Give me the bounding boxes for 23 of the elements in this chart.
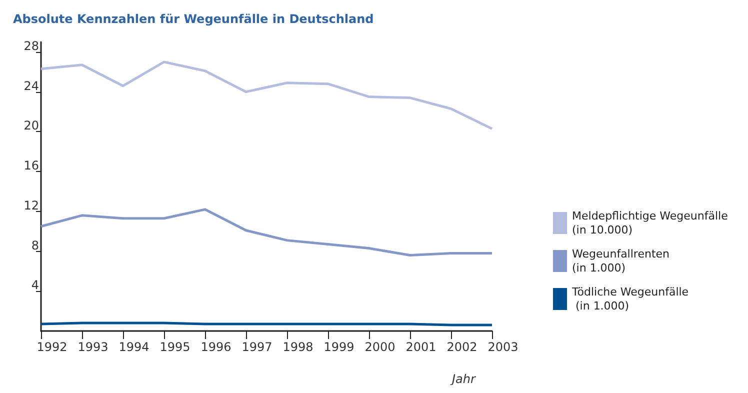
x-tick-label: 1998	[282, 340, 314, 354]
x-tick-label: 1992	[36, 340, 68, 354]
x-tick-label: 1995	[160, 340, 190, 354]
y-tick-label: 20	[24, 118, 39, 133]
legend-label: Meldepflichtige Wegeunfälle (in 10.000)	[572, 210, 728, 236]
y-tick-label: 28	[24, 38, 39, 53]
x-tick-label: 2003	[488, 340, 518, 354]
x-tick-label: 1993	[78, 340, 108, 354]
y-tick-label: 16	[24, 158, 39, 173]
x-tick-label: 1997	[242, 340, 272, 354]
y-tick-label: 12	[24, 198, 39, 212]
legend-label: Wegeunfallrenten (in 1.000)	[572, 248, 670, 274]
x-tick-label: 2002	[446, 340, 478, 354]
y-tick-label: 4	[31, 278, 39, 292]
x-tick-label: 1996	[200, 340, 232, 354]
y-tick-label: 24	[24, 78, 39, 93]
legend-label: Tödliche Wegeunfälle (in 1.000)	[571, 286, 689, 312]
chart-title: Absolute Kennzahlen für Wegeunfälle in Deutschland	[13, 12, 374, 26]
x-tick-label: 1994	[118, 340, 150, 354]
y-tick-label: 8	[31, 238, 39, 252]
x-tick-label: 1999	[324, 340, 354, 354]
x-tick-label: 2001	[406, 340, 436, 354]
x-tick-label: 2000	[364, 340, 396, 354]
